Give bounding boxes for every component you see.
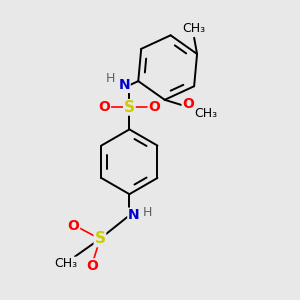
- Text: O: O: [148, 100, 160, 114]
- Text: N: N: [118, 78, 130, 92]
- Text: CH₃: CH₃: [55, 257, 78, 271]
- Text: O: O: [68, 219, 80, 233]
- Text: N: N: [128, 208, 140, 222]
- Text: CH₃: CH₃: [194, 106, 218, 120]
- Text: S: S: [124, 100, 135, 115]
- Text: CH₃: CH₃: [183, 22, 206, 35]
- Text: H: H: [143, 206, 152, 219]
- Text: O: O: [182, 97, 194, 111]
- Text: O: O: [87, 259, 98, 273]
- Text: S: S: [94, 231, 105, 246]
- Text: O: O: [98, 100, 110, 114]
- Text: H: H: [106, 72, 115, 85]
